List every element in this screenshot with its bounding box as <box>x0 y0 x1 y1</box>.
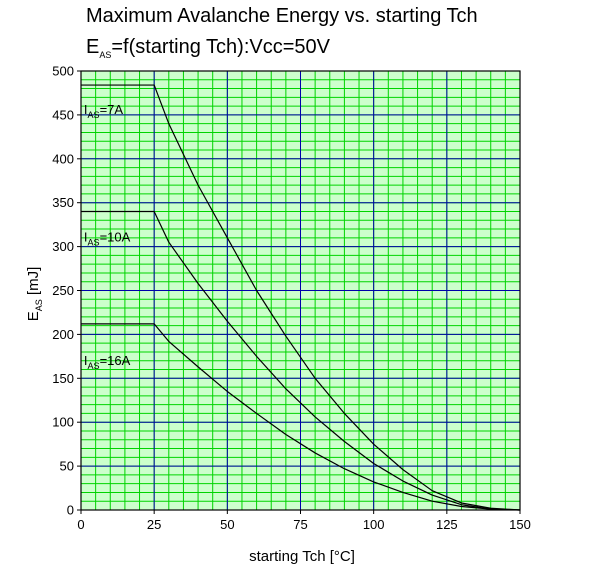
y-tick-label: 50 <box>60 459 74 474</box>
x-tick-label: 50 <box>220 517 234 532</box>
series-label-sub: AS <box>88 110 100 120</box>
series-label-3: IAS=16A <box>84 353 131 371</box>
x-tick-label: 25 <box>147 517 161 532</box>
y-tick-label: 200 <box>52 327 74 342</box>
series-label-main: I <box>84 353 88 368</box>
y-tick-label: 350 <box>52 195 74 210</box>
y-axis-ticks: 0 50 100 150 200 250 300 350 400 450 500 <box>52 64 81 518</box>
series-label-main: I <box>84 102 88 117</box>
y-axis-label: EAS [mJ] <box>25 267 44 322</box>
series-label-sub: AS <box>88 237 100 247</box>
series-label-sub: AS <box>88 361 100 371</box>
y-label-rest: [mJ] <box>25 267 42 300</box>
x-axis-ticks: 0 25 50 75 100 125 150 <box>77 510 531 532</box>
series-label-rest: =16A <box>100 353 131 368</box>
series-label-rest: =7A <box>100 102 124 117</box>
series-label-rest: =10A <box>100 229 131 244</box>
y-tick-label: 100 <box>52 415 74 430</box>
y-tick-label: 400 <box>52 151 74 166</box>
x-tick-label: 150 <box>509 517 531 532</box>
chart-subtitle: EAS=f(starting Tch):Vcc=50V <box>86 36 331 60</box>
subtitle-rest: =f(starting Tch):Vcc=50V <box>111 36 330 58</box>
chart-title: Maximum Avalanche Energy vs. starting Tc… <box>86 5 478 27</box>
y-tick-label: 0 <box>67 503 74 518</box>
x-tick-label: 100 <box>363 517 385 532</box>
series-label-2: IAS=10A <box>84 229 131 247</box>
x-tick-label: 75 <box>293 517 307 532</box>
y-label-sub: AS <box>34 299 44 311</box>
y-tick-label: 250 <box>52 283 74 298</box>
series-label-main: I <box>84 229 88 244</box>
subtitle-sub: AS <box>99 50 111 60</box>
series-label-1: IAS=7A <box>84 102 123 120</box>
series-lines <box>81 84 521 511</box>
y-label-main: E <box>25 311 42 321</box>
series-line-1 <box>81 84 521 511</box>
x-tick-label: 125 <box>436 517 458 532</box>
series-line-2 <box>81 210 521 511</box>
series-line-3 <box>81 323 521 511</box>
y-tick-label: 300 <box>52 239 74 254</box>
y-tick-label: 150 <box>52 371 74 386</box>
subtitle-main: E <box>86 36 99 58</box>
x-tick-label: 0 <box>77 517 84 532</box>
y-tick-label: 500 <box>52 64 74 79</box>
x-axis-label: starting Tch [°C] <box>249 548 355 565</box>
y-tick-label: 450 <box>52 107 74 122</box>
